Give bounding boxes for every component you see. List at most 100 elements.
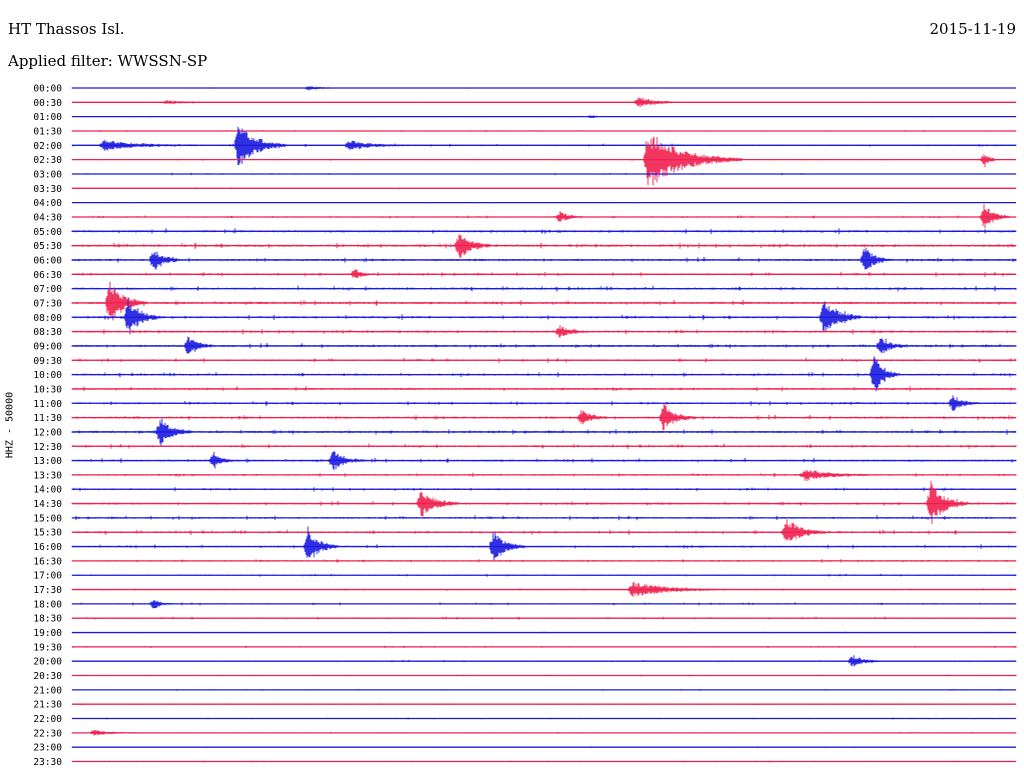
date-label: 2015-11-19 bbox=[929, 20, 1016, 38]
row-label-0130: 01:30 bbox=[33, 126, 62, 137]
trace-1330 bbox=[71, 470, 1017, 481]
trace-1700 bbox=[71, 573, 1017, 577]
row-label-1030: 10:30 bbox=[33, 384, 62, 395]
trace-0930 bbox=[71, 357, 1017, 363]
trace-0600 bbox=[71, 248, 1017, 270]
seismogram-traces bbox=[71, 86, 1017, 763]
row-label-0800: 08:00 bbox=[33, 313, 62, 324]
trace-0000 bbox=[71, 86, 1017, 91]
row-label-2100: 21:00 bbox=[33, 685, 62, 696]
row-label-2200: 22:00 bbox=[33, 714, 62, 725]
trace-0630 bbox=[71, 269, 1017, 278]
trace-1230 bbox=[71, 443, 1017, 449]
row-label-0300: 03:00 bbox=[33, 169, 62, 180]
row-label-1630: 16:30 bbox=[33, 556, 62, 567]
trace-0400 bbox=[71, 202, 1017, 204]
trace-1530 bbox=[71, 519, 1017, 541]
row-label-0500: 05:00 bbox=[33, 227, 62, 238]
trace-1100 bbox=[71, 395, 1017, 411]
row-label-1130: 11:30 bbox=[33, 413, 62, 424]
trace-1200 bbox=[71, 418, 1017, 446]
trace-1130 bbox=[71, 403, 1017, 431]
trace-2130 bbox=[71, 703, 1017, 706]
row-label-2230: 22:30 bbox=[33, 728, 62, 739]
row-label-1900: 19:00 bbox=[33, 628, 62, 639]
trace-0800 bbox=[71, 299, 1017, 335]
row-label-0600: 06:00 bbox=[33, 255, 62, 266]
trace-0300 bbox=[71, 172, 1017, 176]
row-label-1930: 19:30 bbox=[33, 642, 62, 653]
trace-1000 bbox=[71, 356, 1017, 392]
row-label-1600: 16:00 bbox=[33, 542, 62, 553]
trace-0330 bbox=[71, 187, 1017, 190]
row-label-1230: 12:30 bbox=[33, 442, 62, 453]
row-label-1830: 18:30 bbox=[33, 614, 62, 625]
trace-0700 bbox=[71, 285, 1017, 292]
row-label-0100: 01:00 bbox=[33, 112, 62, 123]
row-label-1800: 18:00 bbox=[33, 599, 62, 610]
row-label-1200: 12:00 bbox=[33, 427, 62, 438]
trace-0500 bbox=[71, 228, 1017, 235]
row-label-1730: 17:30 bbox=[33, 585, 62, 596]
trace-1830 bbox=[71, 616, 1017, 620]
row-label-1430: 14:30 bbox=[33, 499, 62, 510]
row-label-1330: 13:30 bbox=[33, 470, 62, 481]
row-label-0900: 09:00 bbox=[33, 341, 62, 352]
trace-2100 bbox=[71, 688, 1017, 691]
trace-0730 bbox=[71, 281, 1017, 321]
trace-0030 bbox=[71, 97, 1017, 107]
row-label-0530: 05:30 bbox=[33, 241, 62, 252]
station-title: HT Thassos Isl. bbox=[8, 20, 125, 38]
trace-0100 bbox=[71, 115, 1017, 118]
trace-1030 bbox=[71, 386, 1017, 392]
row-label-2130: 21:30 bbox=[33, 700, 62, 711]
trace-1930 bbox=[71, 645, 1017, 649]
filter-label: Applied filter: WWSSN-SP bbox=[8, 52, 208, 70]
row-label-0030: 00:30 bbox=[33, 98, 62, 109]
row-label-1700: 17:00 bbox=[33, 571, 62, 582]
trace-1400 bbox=[71, 487, 1017, 492]
trace-1430 bbox=[71, 480, 1017, 524]
trace-2300 bbox=[71, 746, 1017, 748]
y-axis-label-text: HHZ - 50000 bbox=[4, 391, 16, 459]
trace-0200 bbox=[71, 126, 1017, 166]
row-label-1400: 14:00 bbox=[33, 485, 62, 496]
row-label-0630: 06:30 bbox=[33, 270, 62, 281]
row-label-0400: 04:00 bbox=[33, 198, 62, 209]
trace-1800 bbox=[71, 600, 1017, 609]
row-label-0730: 07:30 bbox=[33, 298, 62, 309]
trace-0900 bbox=[71, 336, 1017, 354]
row-label-2030: 20:30 bbox=[33, 671, 62, 682]
row-label-2300: 23:00 bbox=[33, 743, 62, 754]
trace-2000 bbox=[71, 655, 1017, 667]
row-label-0330: 03:30 bbox=[33, 184, 62, 195]
row-label-1000: 10:00 bbox=[33, 370, 62, 381]
row-time-labels: 00:00 00:30 01:00 01:30 02:00 02:30 03:00 03:30… bbox=[33, 84, 62, 769]
row-label-2330: 23:30 bbox=[33, 757, 62, 768]
trace-1900 bbox=[71, 631, 1017, 634]
trace-0430 bbox=[71, 204, 1017, 229]
trace-1600 bbox=[71, 526, 1017, 561]
trace-2200 bbox=[71, 717, 1017, 720]
trace-2230 bbox=[71, 730, 1017, 736]
row-label-1500: 15:00 bbox=[33, 513, 62, 524]
trace-0530 bbox=[71, 234, 1017, 258]
row-label-0200: 02:00 bbox=[33, 141, 62, 152]
trace-2030 bbox=[71, 674, 1017, 677]
trace-0130 bbox=[71, 130, 1017, 132]
trace-1630 bbox=[71, 559, 1017, 563]
trace-1300 bbox=[71, 450, 1017, 471]
row-label-1530: 15:30 bbox=[33, 528, 62, 539]
row-label-0000: 00:00 bbox=[33, 84, 62, 95]
trace-2330 bbox=[71, 760, 1017, 763]
row-label-1100: 11:00 bbox=[33, 399, 62, 410]
row-label-0430: 04:30 bbox=[33, 212, 62, 223]
row-label-0230: 02:30 bbox=[33, 155, 62, 166]
row-label-0830: 08:30 bbox=[33, 327, 62, 338]
trace-1730 bbox=[71, 581, 1017, 597]
row-label-0930: 09:30 bbox=[33, 356, 62, 367]
trace-0230 bbox=[71, 136, 1017, 186]
row-label-2000: 20:00 bbox=[33, 657, 62, 668]
row-label-1300: 13:00 bbox=[33, 456, 62, 467]
